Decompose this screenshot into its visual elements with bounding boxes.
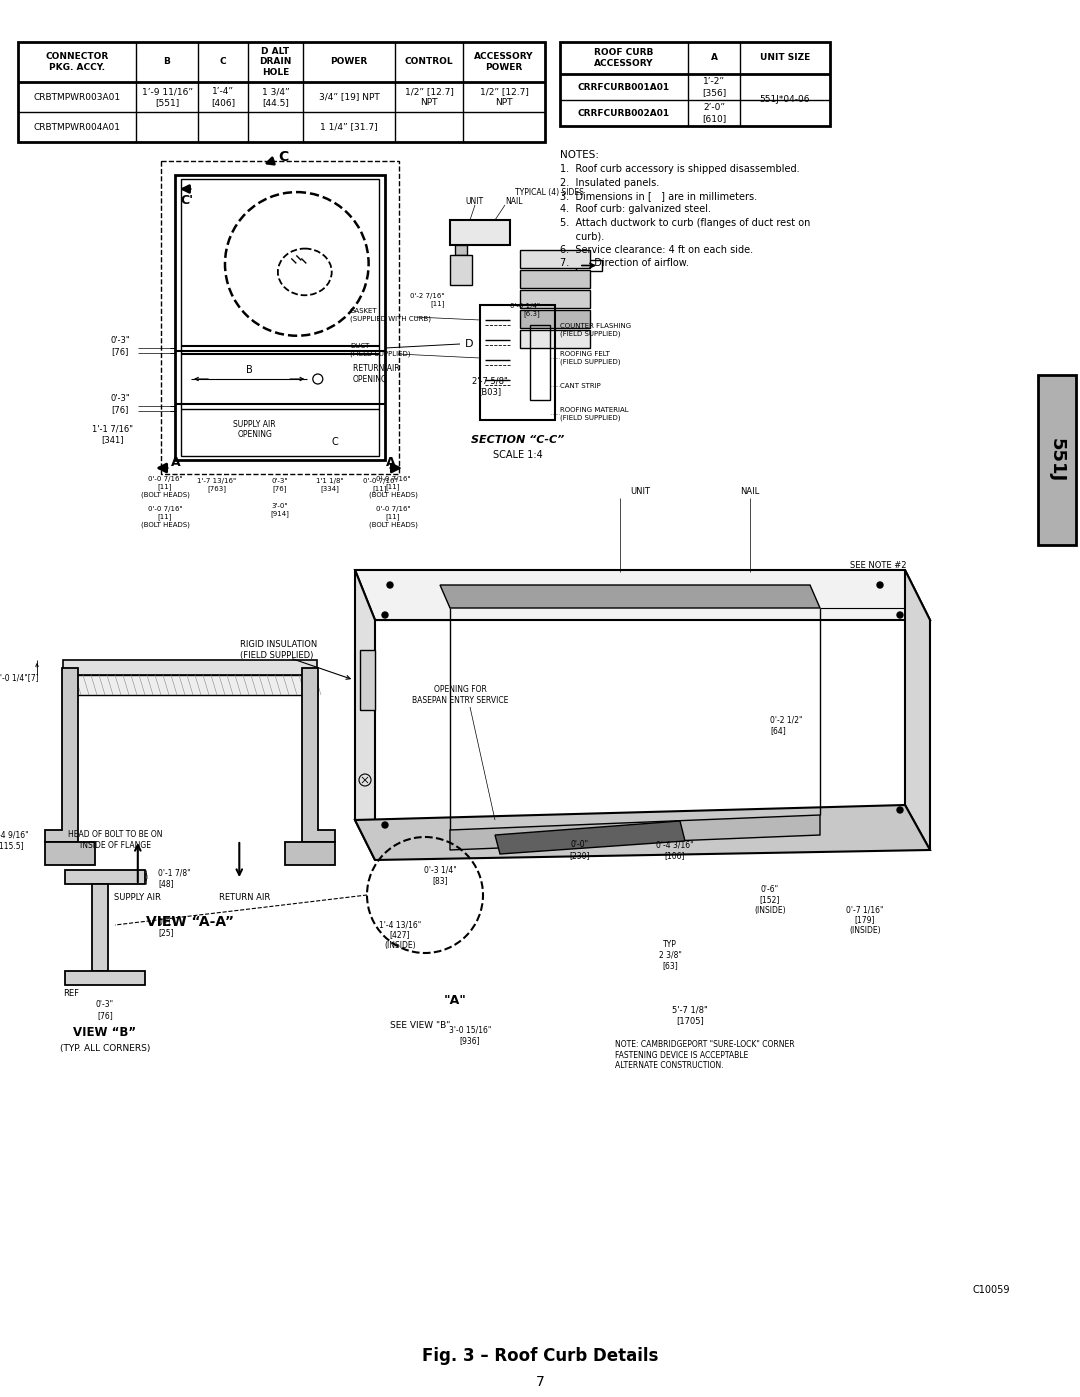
Polygon shape: [905, 570, 930, 849]
Text: 0'-0 1/4"[7]: 0'-0 1/4"[7]: [0, 673, 39, 683]
Text: 3.  Dimensions in [   ] are in millimeters.: 3. Dimensions in [ ] are in millimeters.: [561, 191, 757, 201]
Bar: [65, 971, 145, 985]
Text: 0'-3 1/4"
[83]: 0'-3 1/4" [83]: [423, 865, 457, 884]
Bar: [175, 175, 384, 460]
Text: NAIL: NAIL: [505, 197, 523, 207]
Text: ROOF CURB
ACCESSORY: ROOF CURB ACCESSORY: [594, 49, 653, 67]
Bar: [92, 884, 108, 971]
Bar: [161, 161, 399, 474]
Text: 0'-1 7/8"
[48]: 0'-1 7/8" [48]: [158, 869, 191, 887]
Text: 3/4” [19] NPT: 3/4” [19] NPT: [319, 92, 379, 102]
Text: 0'-3"
[76]: 0'-3" [76]: [272, 478, 288, 492]
Text: COUNTER FLASHING
(FIELD SUPPLIED): COUNTER FLASHING (FIELD SUPPLIED): [561, 323, 631, 337]
Text: 5'-7 1/8"
[1705]: 5'-7 1/8" [1705]: [672, 1006, 707, 1025]
Text: A: A: [386, 455, 395, 468]
Bar: [519, 310, 590, 328]
Bar: [480, 305, 555, 420]
Bar: [65, 870, 145, 884]
Text: C': C': [180, 194, 193, 208]
Text: 0'-0"
[230]: 0'-0" [230]: [570, 841, 591, 859]
Text: 4.  Roof curb: galvanized steel.: 4. Roof curb: galvanized steel.: [561, 204, 711, 215]
Text: 0'-3"
[76]: 0'-3" [76]: [110, 337, 130, 356]
Bar: [576, 260, 602, 271]
Polygon shape: [45, 842, 95, 865]
Text: DUCT
(FIELD SUPPLIED): DUCT (FIELD SUPPLIED): [350, 344, 410, 356]
Text: 1'1 1/8"
[334]: 1'1 1/8" [334]: [316, 478, 343, 492]
Text: 2’-0”
[610]: 2’-0” [610]: [702, 103, 726, 123]
Bar: [181, 179, 379, 455]
Text: 0'-4 9/16"
[115.5]: 0'-4 9/16" [115.5]: [0, 830, 29, 849]
Text: 1 1/4” [31.7]: 1 1/4” [31.7]: [320, 123, 378, 131]
Text: 0'-0 7/16"
[11]
(BOLT HEADS): 0'-0 7/16" [11] (BOLT HEADS): [140, 476, 189, 497]
Polygon shape: [360, 650, 375, 710]
Text: 1.  Roof curb accessory is shipped disassembled.: 1. Roof curb accessory is shipped disass…: [561, 163, 799, 175]
Text: UNIT: UNIT: [630, 488, 650, 496]
Text: CRRFCURB002A01: CRRFCURB002A01: [578, 109, 670, 117]
Text: 2.  Insulated panels.: 2. Insulated panels.: [561, 177, 659, 187]
Polygon shape: [45, 668, 78, 842]
Text: 6.  Service clearance: 4 ft on each side.: 6. Service clearance: 4 ft on each side.: [561, 244, 753, 256]
Text: 5.  Attach ductwork to curb (flanges of duct rest on: 5. Attach ductwork to curb (flanges of d…: [561, 218, 810, 228]
Bar: [561, 42, 831, 126]
Text: 0'-0 7/16"
[11]
(BOLT HEADS): 0'-0 7/16" [11] (BOLT HEADS): [368, 476, 418, 497]
Text: 0'-0 7/16"
[11]
(BOLT HEADS): 0'-0 7/16" [11] (BOLT HEADS): [140, 506, 189, 528]
Text: 0'-6"
[152]
(INSIDE): 0'-6" [152] (INSIDE): [754, 886, 786, 915]
Bar: [519, 270, 590, 288]
Text: 0'-4 3/16"
[106]: 0'-4 3/16" [106]: [657, 841, 693, 859]
Text: POWER: POWER: [330, 57, 367, 67]
Text: 551J*04-06: 551J*04-06: [759, 95, 810, 105]
Polygon shape: [302, 668, 335, 842]
Text: C10059: C10059: [972, 1285, 1010, 1295]
Text: curb).: curb).: [561, 232, 604, 242]
Text: SECTION “C-C”: SECTION “C-C”: [471, 434, 564, 446]
Text: B: B: [246, 365, 253, 374]
Bar: [519, 330, 590, 348]
Text: TYP
2 3/8"
[63]: TYP 2 3/8" [63]: [659, 940, 681, 970]
Text: RETURN AIR
OPENING: RETURN AIR OPENING: [353, 365, 400, 384]
Polygon shape: [355, 570, 375, 861]
Polygon shape: [355, 805, 930, 861]
Polygon shape: [285, 842, 335, 865]
Text: 0'-1"
[25]: 0'-1" [25]: [158, 918, 176, 937]
Text: CRRFCURB001A01: CRRFCURB001A01: [578, 82, 670, 91]
Text: 1’-9 11/16”
[551]: 1’-9 11/16” [551]: [141, 87, 192, 106]
Text: 2'-7 5/8"
[B03]: 2'-7 5/8" [B03]: [472, 376, 508, 395]
Text: 0'-0 7/16"
[11]
(BOLT HEADS): 0'-0 7/16" [11] (BOLT HEADS): [368, 506, 418, 528]
Text: CANT STRIP: CANT STRIP: [561, 383, 600, 388]
Text: 1’-2”
[356]: 1’-2” [356]: [702, 77, 726, 96]
Text: SEE VIEW "B": SEE VIEW "B": [390, 1020, 450, 1030]
Text: Fig. 3 – Roof Curb Details: Fig. 3 – Roof Curb Details: [422, 1347, 658, 1365]
Text: VIEW “A-A”: VIEW “A-A”: [146, 915, 234, 929]
Text: 1’-4”
[406]: 1’-4” [406]: [211, 87, 235, 106]
Circle shape: [387, 583, 393, 588]
Circle shape: [897, 612, 903, 617]
Bar: [519, 291, 590, 307]
Bar: [455, 244, 467, 256]
Text: GASKET
(SUPPLIED WITH CURB): GASKET (SUPPLIED WITH CURB): [350, 309, 431, 321]
Text: SUPPLY AIR
OPENING: SUPPLY AIR OPENING: [233, 420, 276, 439]
Text: ROOFING FELT
(FIELD SUPPLIED): ROOFING FELT (FIELD SUPPLIED): [561, 351, 621, 365]
Text: 3'-0 15/16"
[936]: 3'-0 15/16" [936]: [449, 1025, 491, 1045]
Text: 0'-2 7/16"
[11]: 0'-2 7/16" [11]: [410, 293, 445, 307]
Bar: [530, 326, 550, 400]
Text: CONTROL: CONTROL: [405, 57, 454, 67]
Bar: [450, 256, 472, 285]
Text: 1/2” [12.7]
NPT: 1/2” [12.7] NPT: [405, 87, 454, 106]
Bar: [18, 42, 545, 142]
Text: ACCESSORY
POWER: ACCESSORY POWER: [474, 52, 534, 71]
Bar: [63, 675, 318, 694]
Text: C: C: [279, 149, 288, 163]
Bar: [1038, 374, 1076, 545]
Circle shape: [382, 612, 388, 617]
Text: 7: 7: [536, 1375, 544, 1389]
Text: TYPICAL (4) SIDES: TYPICAL (4) SIDES: [515, 187, 584, 197]
Text: 1'-1 7/16"
[341]: 1'-1 7/16" [341]: [92, 425, 133, 444]
Text: SUPPLY AIR: SUPPLY AIR: [114, 894, 161, 902]
Text: NOTE: CAMBRIDGEPORT "SURE-LOCK" CORNER
FASTENING DEVICE IS ACCEPTABLE
ALTERNATE : NOTE: CAMBRIDGEPORT "SURE-LOCK" CORNER F…: [615, 1041, 795, 1070]
Text: 1/2” [12.7]
NPT: 1/2” [12.7] NPT: [480, 87, 528, 106]
Polygon shape: [495, 821, 685, 854]
Polygon shape: [440, 585, 820, 608]
Circle shape: [897, 807, 903, 813]
Text: HEAD OF BOLT TO BE ON
INSIDE OF FLANGE: HEAD OF BOLT TO BE ON INSIDE OF FLANGE: [68, 830, 162, 849]
Text: SEE NOTE #2: SEE NOTE #2: [850, 560, 906, 570]
